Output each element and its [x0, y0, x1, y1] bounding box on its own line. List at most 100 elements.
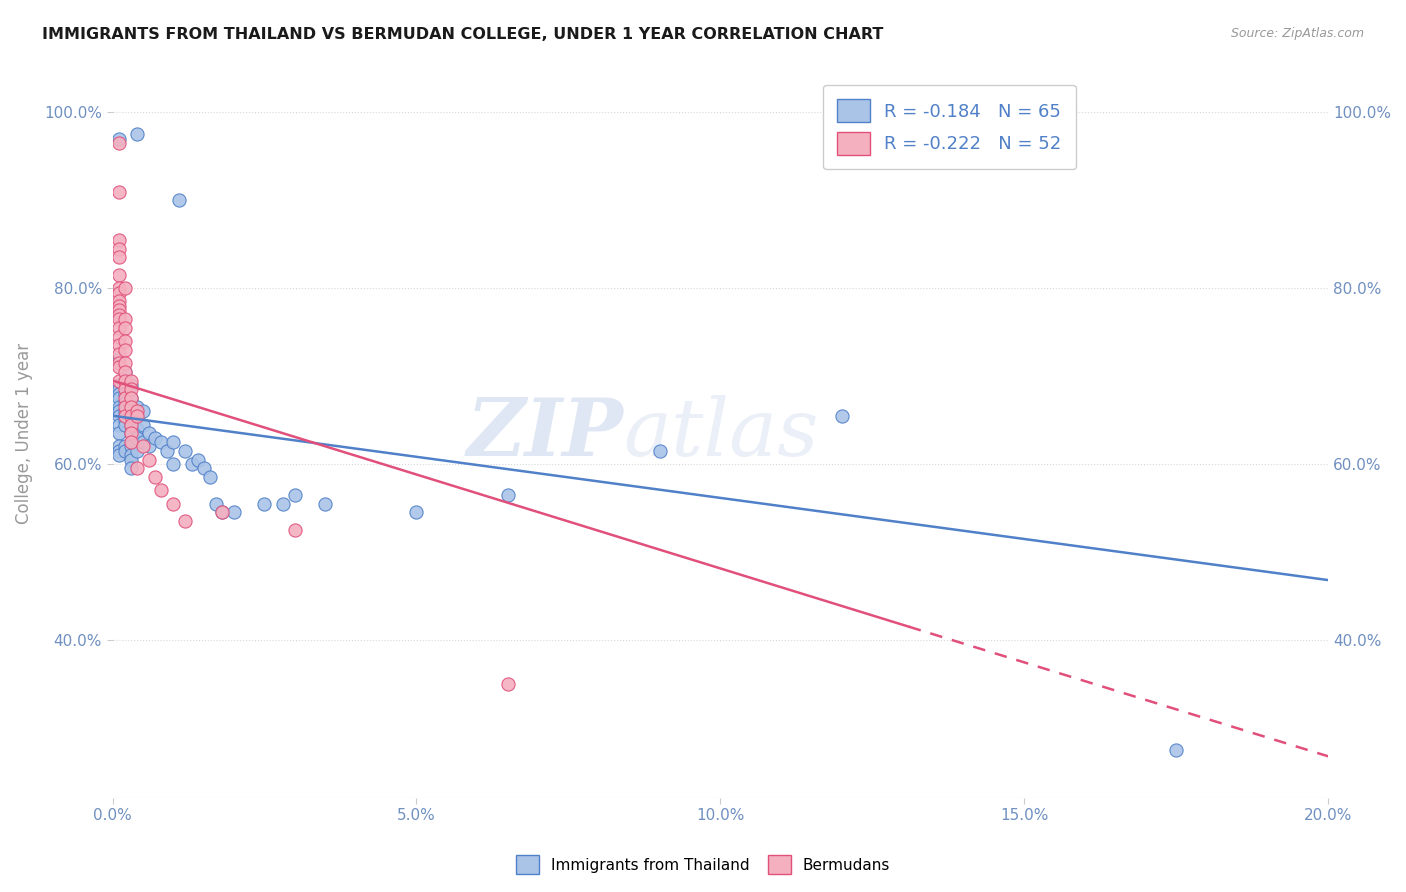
Point [150, 483, 173, 498]
Point [107, 251, 129, 265]
Point [271, 497, 294, 511]
Point [107, 426, 129, 441]
Point [314, 497, 336, 511]
Point [107, 378, 129, 392]
Point [198, 470, 221, 484]
Point [193, 461, 215, 475]
Point [107, 448, 129, 462]
Text: ZIP: ZIP [467, 394, 623, 472]
Point [125, 431, 148, 445]
Point [107, 132, 129, 146]
Point [107, 347, 129, 361]
Point [120, 417, 142, 432]
Point [107, 308, 129, 322]
Point [107, 391, 129, 405]
Point [107, 351, 129, 366]
Point [132, 404, 155, 418]
Point [120, 448, 142, 462]
Point [114, 343, 136, 357]
Point [120, 374, 142, 388]
Point [107, 382, 129, 396]
Point [114, 404, 136, 418]
Point [120, 382, 142, 396]
Point [222, 505, 245, 519]
Point [143, 431, 166, 445]
Point [120, 417, 142, 432]
Point [114, 443, 136, 458]
Point [107, 312, 129, 326]
Point [496, 677, 519, 691]
Point [120, 391, 142, 405]
Point [114, 365, 136, 379]
Point [114, 440, 136, 454]
Text: IMMIGRANTS FROM THAILAND VS BERMUDAN COLLEGE, UNDER 1 YEAR CORRELATION CHART: IMMIGRANTS FROM THAILAND VS BERMUDAN COL… [42, 27, 883, 42]
Point [114, 400, 136, 414]
Point [132, 435, 155, 450]
Point [120, 461, 142, 475]
Point [125, 461, 148, 475]
Point [120, 400, 142, 414]
Point [114, 417, 136, 432]
Point [114, 391, 136, 405]
Point [211, 505, 233, 519]
Point [107, 386, 129, 401]
Point [496, 488, 519, 502]
Point [107, 321, 129, 335]
Point [120, 409, 142, 423]
Point [169, 194, 191, 208]
Point [107, 268, 129, 282]
Point [107, 329, 129, 343]
Point [162, 497, 184, 511]
Point [831, 409, 853, 423]
Point [162, 457, 184, 471]
Point [125, 404, 148, 418]
Point [107, 338, 129, 352]
Y-axis label: College, Under 1 year: College, Under 1 year [15, 343, 32, 524]
Point [114, 334, 136, 348]
Text: atlas: atlas [623, 394, 818, 472]
Point [284, 488, 307, 502]
Point [180, 457, 202, 471]
Point [107, 360, 129, 375]
Point [114, 365, 136, 379]
Point [187, 452, 209, 467]
Point [132, 417, 155, 432]
Point [156, 443, 179, 458]
Point [125, 128, 148, 142]
Point [648, 443, 671, 458]
Point [107, 404, 129, 418]
Point [120, 391, 142, 405]
Point [125, 409, 148, 423]
Point [107, 443, 129, 458]
Point [120, 435, 142, 450]
Point [120, 426, 142, 441]
Point [114, 356, 136, 370]
Point [150, 435, 173, 450]
Point [114, 321, 136, 335]
Point [107, 440, 129, 454]
Point [107, 185, 129, 199]
Point [138, 452, 160, 467]
Point [114, 395, 136, 409]
Legend: Immigrants from Thailand, Bermudans: Immigrants from Thailand, Bermudans [509, 849, 897, 880]
Point [114, 386, 136, 401]
Point [211, 505, 233, 519]
Point [107, 400, 129, 414]
Point [114, 409, 136, 423]
Point [174, 443, 197, 458]
Point [107, 409, 129, 423]
Point [107, 233, 129, 247]
Point [107, 242, 129, 256]
Point [143, 470, 166, 484]
Point [107, 299, 129, 313]
Point [107, 285, 129, 300]
Point [107, 294, 129, 309]
Point [120, 378, 142, 392]
Legend: R = -0.184   N = 65, R = -0.222   N = 52: R = -0.184 N = 65, R = -0.222 N = 52 [823, 85, 1076, 169]
Point [114, 413, 136, 427]
Point [114, 374, 136, 388]
Point [120, 409, 142, 423]
Point [284, 523, 307, 537]
Point [205, 497, 228, 511]
Point [107, 356, 129, 370]
